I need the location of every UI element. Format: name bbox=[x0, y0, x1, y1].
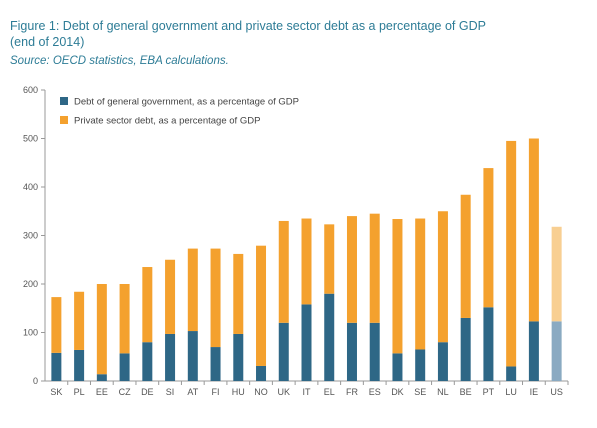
x-tick-label-uk: UK bbox=[278, 387, 291, 397]
y-tick-label: 500 bbox=[23, 134, 38, 144]
bar-private-pt bbox=[483, 168, 494, 308]
x-tick-label-nl: NL bbox=[437, 387, 449, 397]
bar-private-cz bbox=[119, 284, 130, 354]
y-tick-label: 200 bbox=[23, 279, 38, 289]
x-tick-label-ie: IE bbox=[530, 387, 539, 397]
x-tick-label-be: BE bbox=[460, 387, 472, 397]
bar-private-ie bbox=[528, 138, 539, 322]
x-tick-label-dk: DK bbox=[391, 387, 404, 397]
bar-private-pl bbox=[74, 291, 85, 350]
bar-private-fi bbox=[210, 248, 221, 348]
bar-government-at bbox=[187, 331, 198, 381]
bar-private-no bbox=[256, 245, 267, 366]
bar-government-no bbox=[256, 365, 267, 381]
x-tick-label-fi: FI bbox=[212, 387, 220, 397]
bar-government-es bbox=[369, 322, 380, 381]
y-tick-label: 0 bbox=[33, 376, 38, 386]
chart-axes bbox=[41, 89, 569, 385]
x-tick-label-at: AT bbox=[187, 387, 198, 397]
x-tick-label-pt: PT bbox=[483, 387, 495, 397]
bar-private-nl bbox=[437, 211, 448, 343]
chart-bars bbox=[51, 138, 562, 381]
x-tick-label-cz: CZ bbox=[119, 387, 131, 397]
bar-private-us bbox=[551, 226, 562, 322]
bar-private-ee bbox=[96, 284, 107, 375]
bar-government-cz bbox=[119, 353, 130, 381]
x-tick-label-ee: EE bbox=[96, 387, 108, 397]
bar-private-el bbox=[324, 224, 335, 294]
legend-label-private: Private sector debt, as a percentage of … bbox=[74, 116, 260, 127]
x-tick-label-fr: FR bbox=[346, 387, 358, 397]
y-tick-label: 600 bbox=[23, 85, 38, 95]
figure-title-line-2: (end of 2014) bbox=[10, 35, 85, 49]
figure-title-line-1: Figure 1: Debt of general government and… bbox=[10, 19, 486, 33]
y-tick-label: 300 bbox=[23, 231, 38, 241]
bar-government-pt bbox=[483, 307, 494, 381]
bar-private-at bbox=[187, 248, 198, 332]
bar-government-se bbox=[415, 349, 426, 381]
y-tick-label: 100 bbox=[23, 328, 38, 338]
figure-title: Figure 1: Debt of general government and… bbox=[10, 18, 590, 50]
bar-private-de bbox=[142, 267, 153, 343]
legend-swatch-private bbox=[60, 116, 68, 124]
x-tick-label-de: DE bbox=[141, 387, 154, 397]
figure-source: Source: OECD statistics, EBA calculation… bbox=[10, 55, 229, 67]
x-tick-label-hu: HU bbox=[232, 387, 245, 397]
bar-government-si bbox=[165, 333, 176, 381]
bar-private-es bbox=[369, 213, 380, 323]
bar-government-be bbox=[460, 317, 471, 381]
bar-government-it bbox=[301, 304, 312, 381]
bar-government-hu bbox=[233, 333, 244, 381]
bar-private-lu bbox=[506, 140, 517, 367]
bar-government-el bbox=[324, 293, 335, 381]
bar-private-it bbox=[301, 218, 312, 305]
bar-government-us bbox=[551, 321, 562, 381]
bar-government-lu bbox=[506, 366, 517, 381]
bar-private-hu bbox=[233, 253, 244, 334]
x-tick-label-lu: LU bbox=[505, 387, 517, 397]
bar-government-ee bbox=[96, 374, 107, 381]
chart-legend: Debt of general government, as a percent… bbox=[60, 97, 299, 127]
x-tick-label-se: SE bbox=[414, 387, 426, 397]
bar-government-sk bbox=[51, 352, 62, 381]
y-axis-tick-labels: 0 100 200 300 400 500 600 bbox=[23, 85, 38, 386]
bar-government-ie bbox=[528, 321, 539, 381]
bar-private-uk bbox=[278, 220, 289, 323]
y-tick-label: 400 bbox=[23, 182, 38, 192]
legend-swatch-government bbox=[60, 97, 68, 105]
bar-private-be bbox=[460, 194, 471, 318]
x-tick-label-el: EL bbox=[324, 387, 335, 397]
x-tick-label-us: US bbox=[550, 387, 563, 397]
bar-private-se bbox=[415, 218, 426, 350]
x-axis-tick-labels: SK PL EE CZ DE SI AT FI HU NO UK IT EL FR ES DK SE NL BE PT… bbox=[50, 387, 563, 397]
x-tick-label-sk: SK bbox=[50, 387, 62, 397]
bar-government-fr bbox=[346, 322, 357, 381]
bar-government-nl bbox=[437, 342, 448, 381]
bar-government-fi bbox=[210, 347, 221, 381]
bar-private-si bbox=[165, 259, 176, 334]
bar-government-pl bbox=[74, 349, 85, 381]
bar-private-fr bbox=[346, 216, 357, 323]
bar-private-sk bbox=[51, 297, 62, 353]
bar-private-dk bbox=[392, 219, 403, 354]
x-tick-label-no: NO bbox=[254, 387, 268, 397]
bar-government-uk bbox=[278, 322, 289, 381]
legend-label-government: Debt of general government, as a percent… bbox=[74, 97, 299, 108]
bar-government-de bbox=[142, 342, 153, 381]
x-tick-label-si: SI bbox=[166, 387, 175, 397]
x-tick-label-pl: PL bbox=[74, 387, 85, 397]
bar-government-dk bbox=[392, 353, 403, 381]
x-tick-label-es: ES bbox=[369, 387, 381, 397]
x-tick-label-it: IT bbox=[303, 387, 312, 397]
